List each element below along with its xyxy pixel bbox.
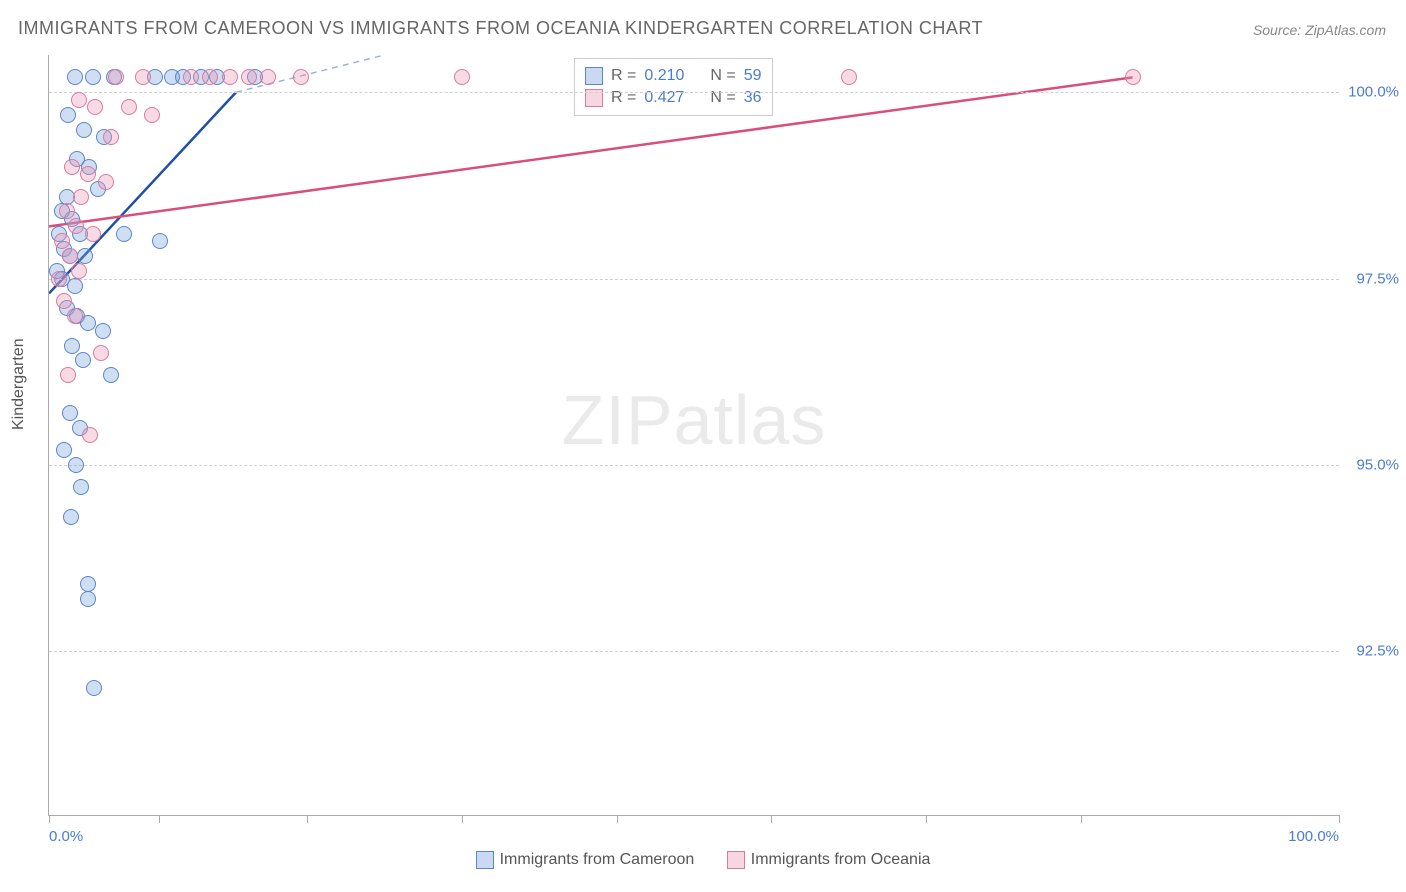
source-attribution: Source: ZipAtlas.com	[1253, 22, 1386, 38]
scatter-point	[51, 271, 67, 287]
x-tick	[617, 815, 618, 823]
r-value: 0.210	[644, 67, 684, 85]
scatter-point	[67, 278, 83, 294]
scatter-point	[60, 107, 76, 123]
scatter-point	[87, 99, 103, 115]
x-tick-label: 0.0%	[49, 828, 83, 845]
scatter-point	[121, 99, 137, 115]
scatter-point	[103, 129, 119, 145]
stats-row-series-2: R = 0.427 N = 36	[585, 87, 762, 109]
chart-container: IMMIGRANTS FROM CAMEROON VS IMMIGRANTS F…	[0, 0, 1406, 892]
x-tick	[462, 815, 463, 823]
legend-item-series-2: Immigrants from Oceania	[727, 851, 931, 869]
gridline-h	[49, 279, 1339, 280]
legend-label: Immigrants from Cameroon	[500, 851, 695, 869]
n-label: N =	[710, 67, 735, 85]
scatter-point	[260, 69, 276, 85]
trend-lines-layer	[49, 55, 1339, 815]
gridline-h	[49, 651, 1339, 652]
x-tick	[159, 815, 160, 823]
scatter-point	[135, 69, 151, 85]
scatter-point	[77, 248, 93, 264]
legend-label: Immigrants from Oceania	[751, 851, 931, 869]
swatch-blue-icon	[585, 67, 603, 85]
scatter-point	[62, 248, 78, 264]
legend-item-series-1: Immigrants from Cameroon	[476, 851, 695, 869]
watermark-bold: ZIP	[562, 381, 674, 459]
x-tick	[926, 815, 927, 823]
correlation-stats-box: R = 0.210 N = 59 R = 0.427 N = 36	[574, 58, 773, 116]
scatter-point	[80, 166, 96, 182]
swatch-pink-icon	[727, 851, 745, 869]
scatter-point	[67, 308, 83, 324]
scatter-point	[60, 367, 76, 383]
scatter-point	[241, 69, 257, 85]
scatter-point	[62, 405, 78, 421]
r-label: R =	[611, 67, 636, 85]
y-tick-label: 100.0%	[1344, 84, 1399, 101]
y-axis-label: Kindergarten	[10, 338, 28, 430]
x-tick	[307, 815, 308, 823]
scatter-point	[63, 509, 79, 525]
scatter-point	[183, 69, 199, 85]
y-tick-label: 92.5%	[1344, 643, 1399, 660]
scatter-point	[64, 159, 80, 175]
scatter-point	[68, 457, 84, 473]
chart-title: IMMIGRANTS FROM CAMEROON VS IMMIGRANTS F…	[18, 18, 983, 39]
scatter-point	[71, 263, 87, 279]
scatter-point	[80, 591, 96, 607]
scatter-point	[85, 226, 101, 242]
x-tick	[1339, 815, 1340, 823]
scatter-point	[75, 352, 91, 368]
gridline-h	[49, 465, 1339, 466]
swatch-blue-icon	[476, 851, 494, 869]
watermark: ZIPatlas	[562, 380, 827, 460]
x-tick	[49, 815, 50, 823]
watermark-light: atlas	[674, 381, 827, 459]
bottom-legend: Immigrants from Cameroon Immigrants from…	[0, 851, 1406, 874]
scatter-point	[54, 233, 70, 249]
scatter-point	[59, 203, 75, 219]
scatter-point	[202, 69, 218, 85]
scatter-point	[85, 69, 101, 85]
n-value: 59	[744, 67, 762, 85]
scatter-point	[103, 367, 119, 383]
scatter-point	[64, 338, 80, 354]
y-tick-label: 97.5%	[1344, 270, 1399, 287]
scatter-point	[86, 680, 102, 696]
scatter-point	[95, 323, 111, 339]
x-tick	[771, 815, 772, 823]
scatter-point	[73, 479, 89, 495]
x-tick-label: 100.0%	[1288, 828, 1339, 845]
scatter-point	[116, 226, 132, 242]
scatter-point	[71, 92, 87, 108]
scatter-point	[68, 218, 84, 234]
scatter-point	[144, 107, 160, 123]
scatter-point	[222, 69, 238, 85]
scatter-point	[293, 69, 309, 85]
scatter-point	[80, 576, 96, 592]
scatter-point	[152, 233, 168, 249]
plot-area: ZIPatlas R = 0.210 N = 59 R = 0.427 N = …	[48, 55, 1339, 816]
y-tick-label: 95.0%	[1344, 456, 1399, 473]
gridline-h	[49, 92, 1339, 93]
scatter-point	[1125, 69, 1141, 85]
scatter-point	[56, 442, 72, 458]
scatter-point	[454, 69, 470, 85]
scatter-point	[108, 69, 124, 85]
scatter-point	[73, 189, 89, 205]
scatter-point	[82, 427, 98, 443]
scatter-point	[67, 69, 83, 85]
x-tick	[1081, 815, 1082, 823]
scatter-point	[98, 174, 114, 190]
stats-row-series-1: R = 0.210 N = 59	[585, 65, 762, 87]
scatter-point	[841, 69, 857, 85]
scatter-point	[76, 122, 92, 138]
scatter-point	[56, 293, 72, 309]
scatter-point	[93, 345, 109, 361]
